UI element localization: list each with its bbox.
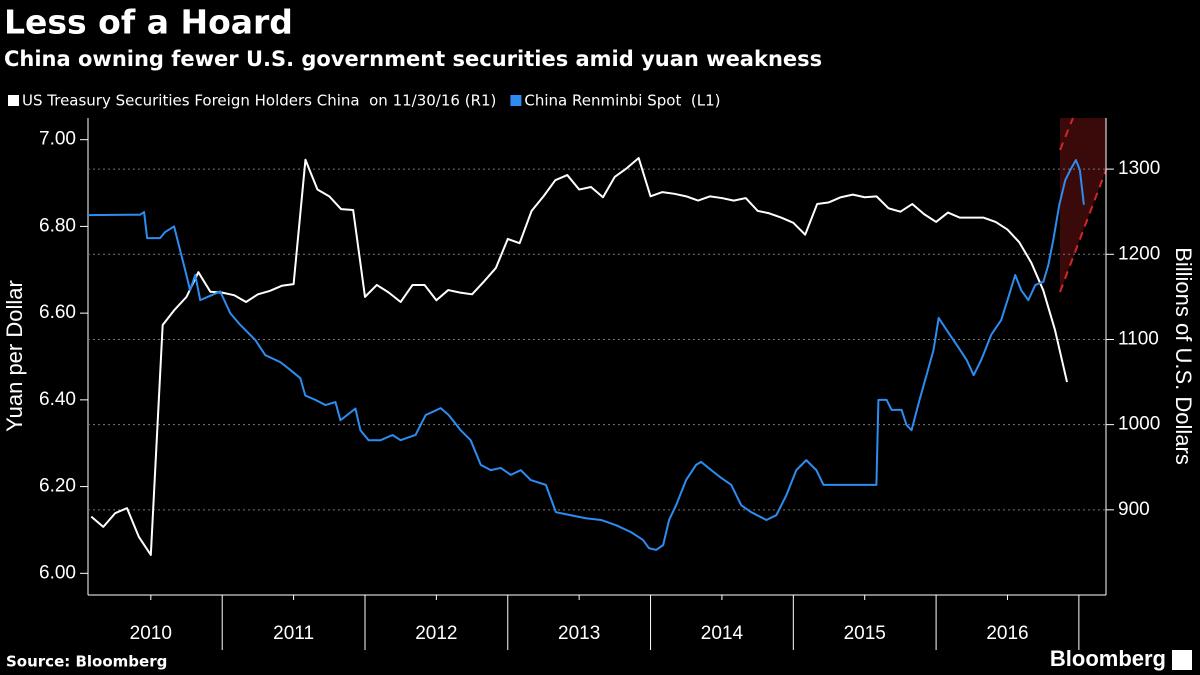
x-tick-label: 2014 <box>701 623 744 644</box>
series-line <box>87 159 1085 551</box>
legend-label: China Renminbi Spot (L1) <box>524 92 720 110</box>
y2-axis-label: Billions of U.S. Dollars <box>1171 247 1196 465</box>
x-tick-label: 2011 <box>273 623 314 644</box>
y2-tick-label: 1100 <box>1118 328 1159 349</box>
legend-swatch <box>8 95 19 106</box>
y2-tick-label: 1000 <box>1118 414 1160 435</box>
y-tick-label: 6.40 <box>39 389 76 410</box>
y2-tick-label: 1200 <box>1118 243 1160 264</box>
y-tick-label: 6.60 <box>39 302 76 323</box>
y2-tick-label: 900 <box>1118 499 1150 520</box>
x-tick-label: 2016 <box>986 623 1028 644</box>
source: Source: Bloomberg <box>6 653 167 671</box>
axes <box>80 118 1114 650</box>
y-tick-label: 6.00 <box>39 562 76 583</box>
trend-line <box>1059 169 1107 293</box>
legend-swatch <box>510 95 522 106</box>
x-tick-label: 2013 <box>558 623 600 644</box>
y-axis-label: Yuan per Dollar <box>2 280 27 432</box>
y-tick-label: 6.80 <box>39 215 76 236</box>
x-tick-label: 2015 <box>844 623 886 644</box>
legend-label: US Treasury Securities Foreign Holders C… <box>22 92 496 110</box>
y-tick-label: 6.20 <box>39 476 76 497</box>
x-tick-label: 2012 <box>415 623 457 644</box>
brand-icon <box>1172 650 1192 670</box>
y-tick-label: 7.00 <box>39 129 76 150</box>
highlight-zone <box>1060 118 1106 292</box>
trend-line <box>1059 117 1074 151</box>
chart-title: Less of a Hoard <box>4 3 293 42</box>
chart-subtitle: China owning fewer U.S. government secur… <box>4 47 822 71</box>
y2-tick-label: 1300 <box>1118 158 1160 179</box>
brand: Bloomberg <box>1050 646 1166 671</box>
x-tick-label: 2010 <box>130 623 172 644</box>
series-line <box>90 157 1068 556</box>
